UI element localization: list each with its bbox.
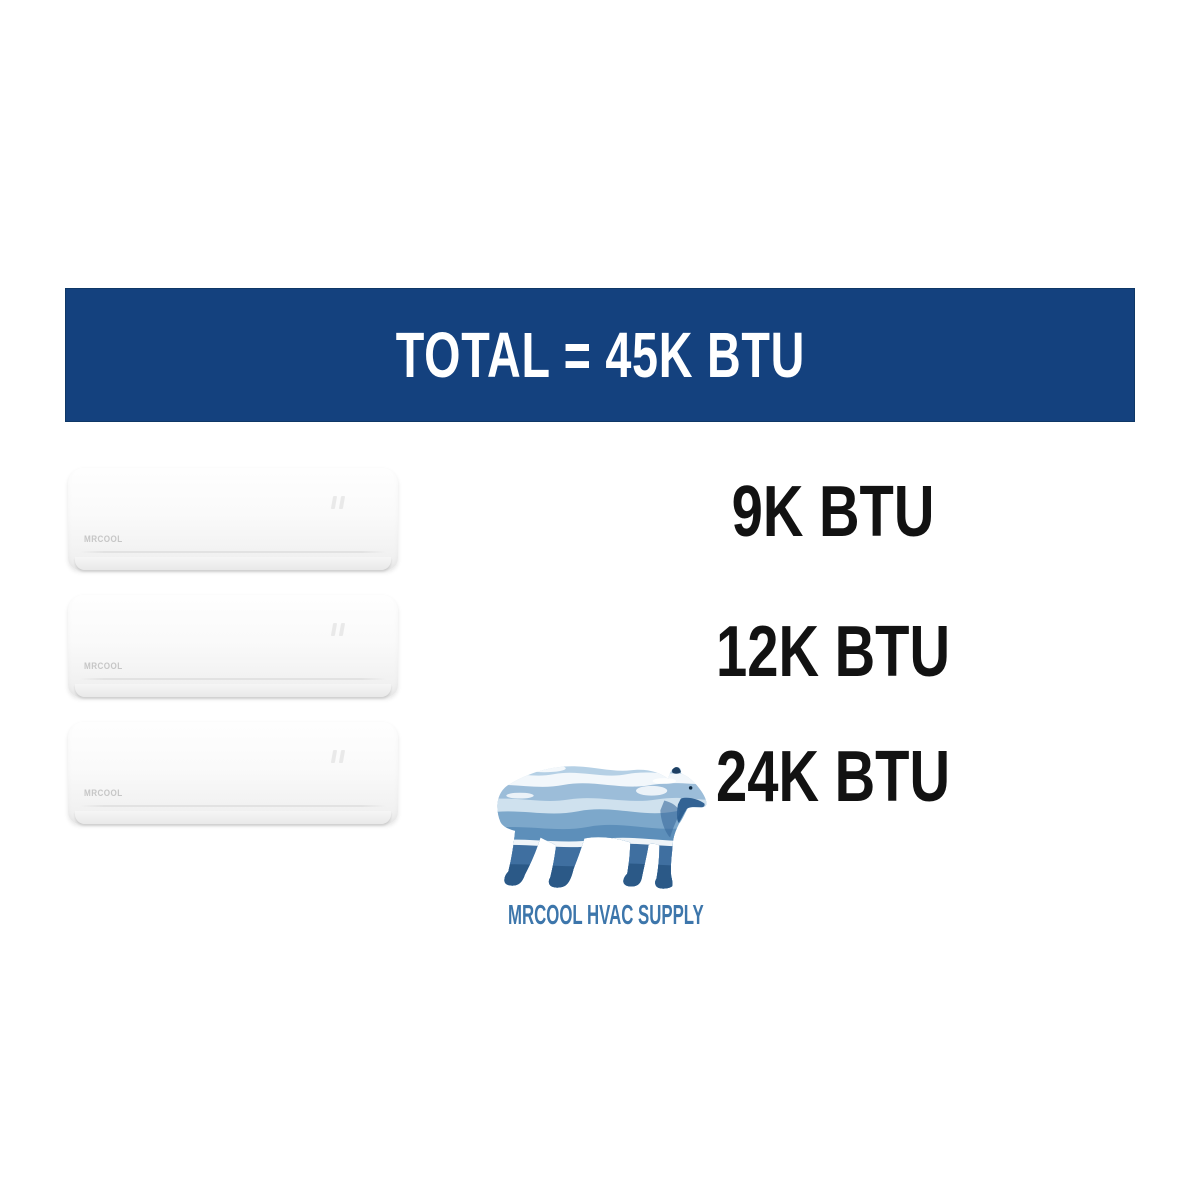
total-banner: TOTAL = 45K BTU xyxy=(65,288,1135,422)
brand-logo-caption: MRCOOL HVAC SUPPLY xyxy=(508,899,704,930)
unit-louver xyxy=(75,684,391,697)
btu-label-24k: 24K BTU xyxy=(715,737,951,817)
unit-louver xyxy=(75,811,391,824)
temp-display-icon xyxy=(330,623,356,639)
ac-unit-24k: MRCOOL xyxy=(68,722,398,824)
btu-label-12k: 12K BTU xyxy=(715,612,951,692)
temp-display-icon xyxy=(330,496,356,512)
total-banner-text: TOTAL = 45K BTU xyxy=(395,319,805,391)
unit-vent-groove xyxy=(80,551,386,553)
unit-vent-groove xyxy=(80,678,386,680)
unit-brand-label: MRCOOL xyxy=(84,661,123,671)
ac-unit-12k: MRCOOL xyxy=(68,595,398,697)
unit-louver xyxy=(75,557,391,570)
temp-display-icon xyxy=(330,750,356,766)
unit-brand-label: MRCOOL xyxy=(84,788,123,798)
unit-brand-label: MRCOOL xyxy=(84,534,123,544)
brand-logo: MRCOOL HVAC SUPPLY xyxy=(448,742,748,930)
ac-unit-9k: MRCOOL xyxy=(68,468,398,570)
btu-label-9k: 9K BTU xyxy=(731,472,935,552)
bear-logo-icon xyxy=(497,766,707,889)
unit-vent-groove xyxy=(80,805,386,807)
